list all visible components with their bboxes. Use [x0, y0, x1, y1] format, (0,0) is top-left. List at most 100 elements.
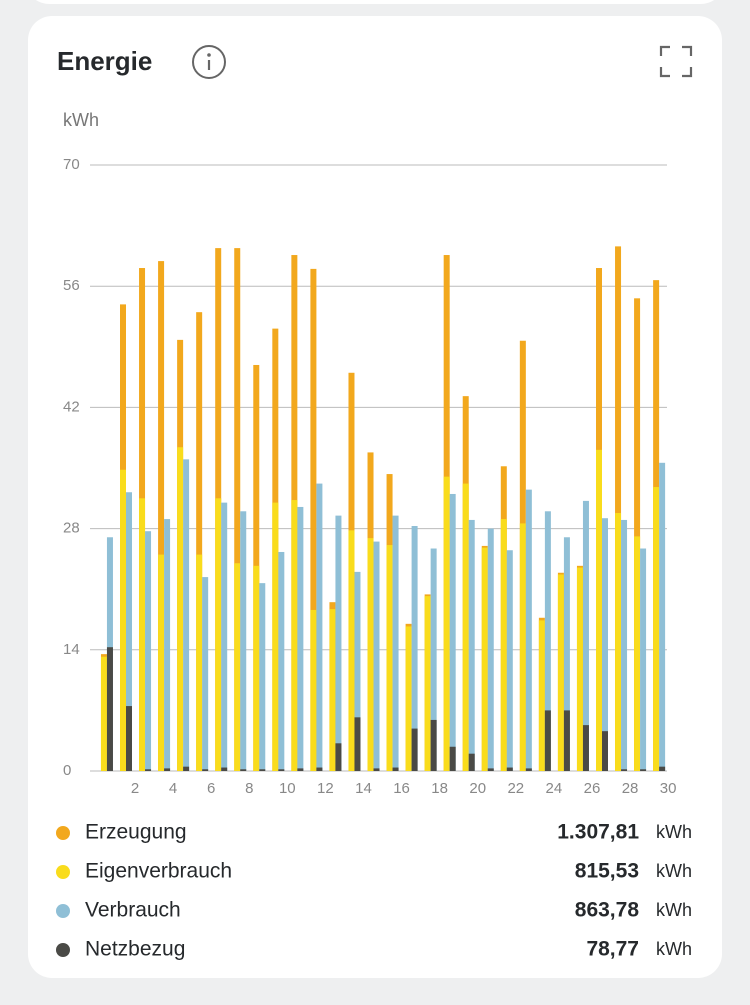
bar [126, 706, 132, 771]
bar [215, 498, 222, 771]
bar [253, 565, 260, 771]
bar [500, 519, 507, 771]
bar [367, 538, 374, 771]
bar [519, 523, 526, 771]
bar [525, 768, 532, 771]
bar [183, 459, 190, 771]
bar [468, 519, 475, 771]
bar [449, 746, 456, 771]
x-tick-label: 4 [169, 780, 177, 797]
bar [411, 728, 418, 771]
legend-total: 863,78 [575, 899, 640, 922]
x-tick-label: 8 [245, 780, 253, 797]
bar [291, 500, 298, 771]
bar [544, 710, 551, 771]
bar [120, 469, 126, 771]
bar [506, 550, 513, 771]
x-tick-label: 22 [507, 780, 524, 797]
bar [177, 447, 184, 771]
bar [525, 489, 532, 771]
bar [449, 493, 456, 771]
bar [563, 537, 570, 771]
bar [106, 647, 113, 771]
legend-label: Eigenverbrauch [85, 860, 232, 883]
bar [373, 768, 380, 771]
legend-total: 1.307,81 [557, 821, 639, 844]
legend-label: Netzbezug [85, 938, 185, 961]
bar [392, 767, 399, 771]
bar [634, 298, 641, 771]
bar [348, 530, 355, 771]
bar [544, 511, 551, 771]
bar [640, 769, 647, 771]
bar [145, 531, 152, 771]
bar [373, 541, 380, 771]
bar [462, 483, 469, 771]
legend-unit: kWh [656, 900, 692, 920]
bar [615, 246, 622, 771]
x-tick-label: 2 [131, 780, 139, 797]
bar [653, 487, 660, 771]
bar [259, 583, 266, 771]
bar [430, 548, 437, 771]
y-axis-unit: kWh [63, 110, 99, 130]
x-tick-label: 26 [584, 780, 601, 797]
bar [278, 769, 285, 771]
bar [297, 768, 304, 771]
bar [316, 767, 323, 771]
bar [659, 766, 666, 771]
legend-dot [56, 904, 70, 918]
bar [310, 609, 317, 771]
bar [126, 492, 132, 771]
bar [640, 548, 647, 771]
x-tick-label: 16 [393, 780, 410, 797]
bar [430, 719, 437, 771]
bar [196, 554, 203, 771]
previous-card [35, 0, 715, 4]
bar [424, 596, 431, 771]
expand-button[interactable] [659, 45, 693, 78]
bar [582, 500, 589, 771]
bar [221, 767, 228, 771]
bar [234, 248, 241, 771]
bar [621, 769, 628, 771]
bar [145, 769, 152, 771]
bar [316, 483, 323, 771]
bar [481, 547, 488, 771]
bar [487, 768, 494, 771]
y-tick-label: 42 [63, 398, 80, 415]
bar [443, 476, 450, 771]
x-tick-label: 12 [317, 780, 334, 797]
bar [202, 577, 209, 771]
bar [329, 609, 336, 771]
bar [354, 571, 361, 771]
bar [335, 515, 342, 771]
y-tick-label: 70 [63, 156, 80, 173]
x-tick-label: 14 [355, 780, 372, 797]
card-title: Energie [57, 46, 152, 76]
x-tick-label: 30 [660, 780, 677, 797]
bar [538, 620, 545, 771]
x-tick-label: 28 [622, 780, 639, 797]
bar [634, 536, 641, 771]
y-tick-label: 56 [63, 277, 80, 294]
bar [183, 766, 190, 771]
bar [354, 717, 361, 771]
legend-dot [56, 943, 70, 957]
x-tick-label: 20 [469, 780, 486, 797]
bar [164, 768, 171, 771]
bar [392, 515, 399, 771]
legend-unit: kWh [656, 861, 692, 881]
x-tick-label: 10 [279, 780, 296, 797]
bar [405, 626, 412, 771]
bar [240, 769, 247, 771]
info-button[interactable] [192, 45, 226, 79]
y-tick-label: 14 [63, 641, 80, 658]
bar [335, 743, 342, 771]
bar [278, 551, 285, 771]
legend-total: 78,77 [586, 938, 639, 961]
x-tick-label: 6 [207, 780, 215, 797]
bar [487, 528, 494, 771]
bar [557, 574, 564, 771]
